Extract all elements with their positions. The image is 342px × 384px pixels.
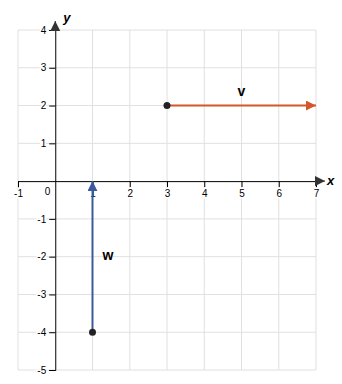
tick-label: 1 <box>41 138 47 149</box>
tick-label: 2 <box>127 188 133 199</box>
tick: 3 <box>165 181 171 199</box>
tick-mark <box>49 106 55 107</box>
tick-label: 6 <box>276 188 282 199</box>
grid-line-x <box>92 30 93 370</box>
axis-line <box>49 31 56 371</box>
vector-start <box>164 102 171 109</box>
tick-mark <box>49 332 55 333</box>
grid <box>18 30 316 370</box>
tick: 2 <box>41 100 56 111</box>
tick-mark <box>167 181 168 187</box>
y-axis-label: y <box>62 10 71 25</box>
tick-mark <box>49 257 55 258</box>
tick-mark <box>18 181 19 187</box>
chart-container: -11234567-5-4-3-2-11234xy0vw <box>0 0 342 384</box>
tick: -2 <box>37 251 55 262</box>
tick-mark <box>316 181 317 187</box>
y-axis: -5 -4 -3 -2 -1 1 2 3 4 <box>37 25 55 376</box>
tick-mark <box>279 181 280 187</box>
tick: 7 <box>314 181 320 199</box>
tick-label: -4 <box>37 327 46 338</box>
tick-mark <box>130 181 131 187</box>
grid-line-y <box>18 30 316 31</box>
tick-label: 5 <box>239 188 245 199</box>
plot-area <box>89 102 316 336</box>
x-axis-label: x <box>326 173 335 188</box>
grid-line-y <box>18 332 316 333</box>
tick: -3 <box>37 289 55 300</box>
axis-arrows <box>55 21 325 181</box>
tick-mark <box>49 370 55 371</box>
grid-line-x <box>167 30 168 370</box>
tick: 2 <box>127 181 133 199</box>
tick-mark <box>204 181 205 187</box>
tick: -1 <box>37 214 55 225</box>
grid-line-x <box>18 30 19 370</box>
grid-line-x <box>204 30 205 370</box>
tick-label: 4 <box>202 188 208 199</box>
grid-line-x <box>129 30 130 370</box>
grid-line-y <box>18 370 316 371</box>
tick-mark <box>242 181 243 187</box>
annotation: 0 <box>45 186 51 197</box>
tick-mark <box>49 143 55 144</box>
x-axis: -11234567 <box>14 181 320 199</box>
tick-label: 3 <box>165 188 171 199</box>
vector-label: v <box>238 83 246 99</box>
tick-label: 3 <box>41 62 47 73</box>
tick-label: 7 <box>314 188 320 199</box>
vector-start <box>89 329 96 336</box>
axis-arrow <box>315 181 325 182</box>
tick-label: -1 <box>37 214 46 225</box>
tick-label: 4 <box>41 25 47 36</box>
tick: 6 <box>276 181 282 199</box>
axis-line <box>19 182 317 188</box>
tick-mark <box>49 219 55 220</box>
tick: 3 <box>41 62 56 73</box>
grid-line-x <box>316 30 317 370</box>
tick-label: -2 <box>37 251 46 262</box>
chart: -11234567-5-4-3-2-11234xy0vw <box>0 0 342 384</box>
vector <box>92 181 94 332</box>
tick-mark <box>49 68 55 69</box>
grid-line-y <box>18 67 316 68</box>
grid-line-y <box>18 143 316 144</box>
vector <box>167 105 316 107</box>
grid-line-y <box>18 256 316 257</box>
tick: 4 <box>41 25 56 36</box>
tick: -5 <box>37 365 55 376</box>
tick-label: -5 <box>37 365 46 376</box>
tick: -4 <box>37 327 55 338</box>
tick: -1 <box>14 181 23 199</box>
grid-line-x <box>241 30 242 370</box>
grid-line-y <box>18 294 316 295</box>
tick: 4 <box>202 181 208 199</box>
grid-line-y <box>18 218 316 219</box>
tick-label: -3 <box>37 289 46 300</box>
tick-mark <box>49 294 55 295</box>
vector-labels: vw <box>102 83 246 264</box>
tick-label: -1 <box>14 188 23 199</box>
vector-label: w <box>102 247 114 263</box>
tick-label: 2 <box>41 100 47 111</box>
tick: 5 <box>239 181 245 199</box>
axis-arrow <box>55 21 56 31</box>
tick: 1 <box>41 138 56 149</box>
tick-mark <box>49 30 55 31</box>
grid-line-x <box>278 30 279 370</box>
